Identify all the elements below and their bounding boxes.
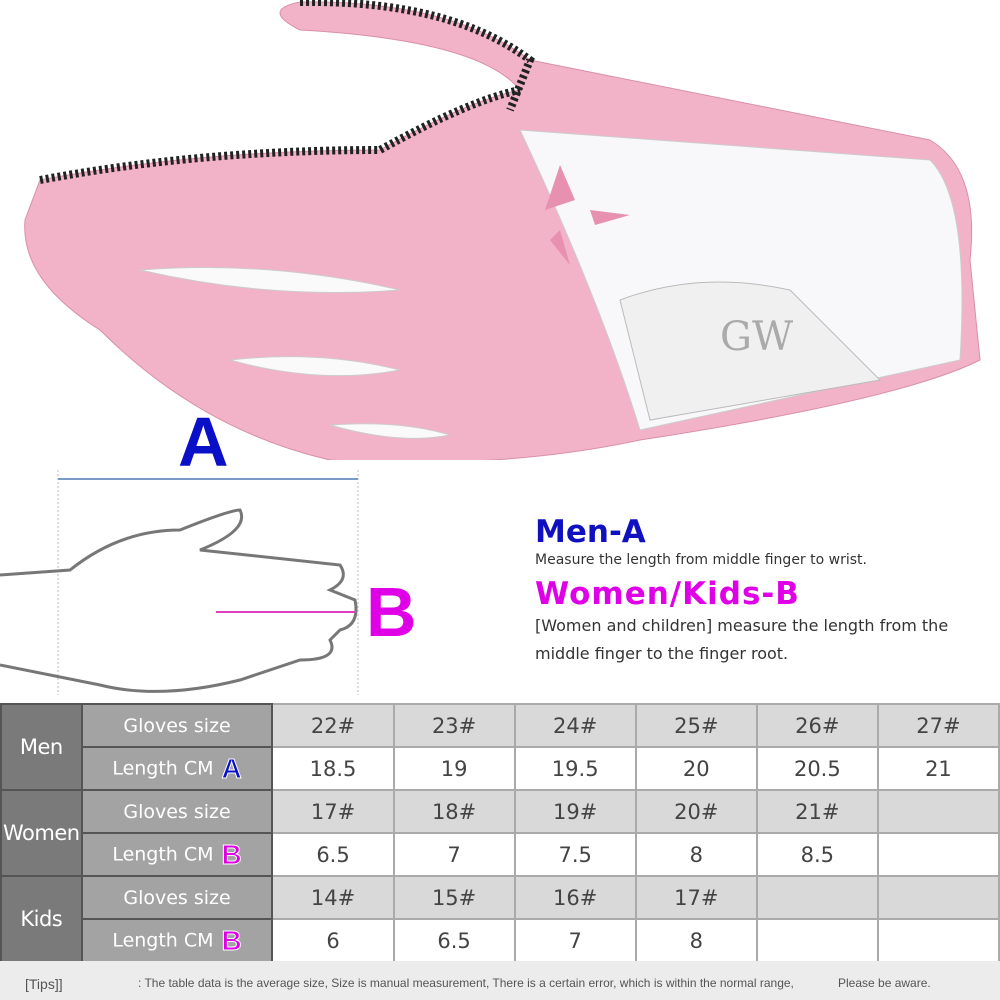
size-cell [755,875,879,920]
measure-badge: A [221,752,242,784]
size-cell: 23# [392,703,516,748]
size-label: Gloves size [80,789,274,834]
size-cell: 14# [271,875,395,920]
length-cell: 6.5 [271,832,395,877]
length-cell: 20 [634,746,758,791]
label-a: A [178,403,229,481]
length-cell: 20.5 [755,746,879,791]
length-label-cell: Length CM B [80,832,274,877]
length-cell [876,918,1000,963]
tips-label: [Tips]] [25,976,63,992]
size-cell [876,875,1000,920]
length-cell: 18.5 [271,746,395,791]
length-cell [876,832,1000,877]
tips-text: : The table data is the average size, Si… [138,976,794,990]
label-b: B [366,573,417,651]
size-cell [876,789,1000,834]
size-row: Women Gloves size 17# 18# 19# 20# 21# [0,789,1000,877]
size-cell: 19# [513,789,637,834]
length-cell: 19 [392,746,516,791]
size-cell: 24# [513,703,637,748]
size-cell: 17# [271,789,395,834]
size-cell: 21# [755,789,879,834]
length-label-cell: Length CM B [80,918,274,963]
size-cell: 17# [634,875,758,920]
size-cell: 27# [876,703,1000,748]
men-title: Men-A [535,514,646,550]
length-cell: 8 [634,918,758,963]
women-kids-description: [Women and children] measure the length … [535,616,949,663]
length-label: Length CM [112,843,214,865]
size-cell: 26# [755,703,879,748]
group-name: Men [0,703,83,791]
length-cell: 8.5 [755,832,879,877]
size-label: Gloves size [80,875,274,920]
tips-bar: [Tips]] : The table data is the average … [0,961,1000,1000]
svg-text:GW: GW [720,314,793,360]
length-cell: 7 [392,832,516,877]
length-label: Length CM [112,929,214,951]
length-row: Length CM A 18.5 19 19.5 20 20.5 21 [1,746,1000,791]
length-cell: 19.5 [513,746,637,791]
measure-badge: B [221,838,242,870]
length-cell: 6 [271,918,395,963]
tips-aware: Please be aware. [838,976,931,990]
size-row: Men Gloves size 22# 23# 24# 25# 26# 27# [0,703,1000,791]
length-cell: 8 [634,832,758,877]
measure-badge: B [221,924,242,956]
size-table: Men Gloves size 22# 23# 24# 25# 26# 27# Length C… [0,703,1000,963]
hand-measurement-diagram [0,470,359,695]
length-cell: 6.5 [392,918,516,963]
size-cell: 16# [513,875,637,920]
size-cell: 15# [392,875,516,920]
length-label-cell: Length CM A [80,746,274,791]
length-cell [755,918,879,963]
group-name: Women [0,789,83,877]
men-description: Measure the length from middle finger to… [535,552,867,568]
length-cell: 7 [513,918,637,963]
size-row: Kids Gloves size 14# 15# 16# 17# [0,875,1000,963]
glove-product-image: GW [24,0,981,460]
length-label: Length CM [112,757,214,779]
length-cell: 21 [876,746,1000,791]
group-name: Kids [0,875,83,963]
length-row: Length CM B 6.5 7 7.5 8 8.5 [1,832,1000,877]
size-cell: 25# [634,703,758,748]
size-cell: 20# [634,789,758,834]
women-kids-title: Women/Kids-B [535,576,800,612]
size-cell: 18# [392,789,516,834]
size-cell: 22# [271,703,395,748]
length-cell: 7.5 [513,832,637,877]
size-label: Gloves size [80,703,274,748]
length-row: Length CM B 6 6.5 7 8 [1,918,1000,963]
